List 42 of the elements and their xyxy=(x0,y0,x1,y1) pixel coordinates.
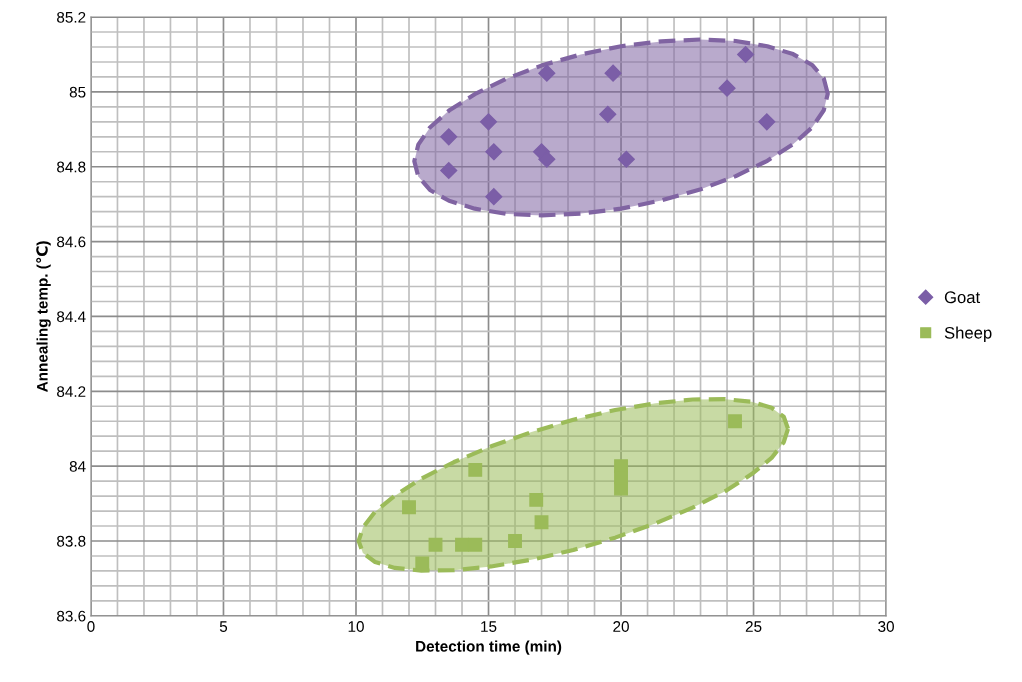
y-tick-label: 84.4 xyxy=(57,311,86,323)
point xyxy=(534,515,549,530)
point xyxy=(468,462,483,477)
point xyxy=(529,492,544,507)
legend-label: Goat xyxy=(944,291,981,304)
point xyxy=(737,45,755,64)
y-tick-label: 84 xyxy=(69,461,86,472)
y-tick-label: 83.8 xyxy=(57,535,86,547)
y-tick-label: 84.6 xyxy=(57,236,86,248)
legend-label: Sheep xyxy=(944,326,992,342)
point xyxy=(455,537,469,552)
y-tick-label: 84.2 xyxy=(57,386,86,397)
point xyxy=(718,79,736,97)
x-axis-title: Detection time (min) xyxy=(416,640,562,655)
point xyxy=(604,64,622,82)
point xyxy=(468,537,483,552)
x-tick-label: 5 xyxy=(219,621,228,632)
point xyxy=(485,188,503,206)
y-tick-label: 85.2 xyxy=(57,11,86,23)
y-axis-title: Annealing temp. (℃) xyxy=(36,241,51,392)
y-tick-label: 83.6 xyxy=(57,610,86,622)
point xyxy=(485,143,503,161)
point xyxy=(402,500,416,515)
point xyxy=(599,105,617,123)
y-tick-label: 84.8 xyxy=(57,161,86,173)
point xyxy=(538,64,556,82)
x-tick-label: 15 xyxy=(481,621,497,632)
y-tick-label: 85 xyxy=(69,86,86,98)
x-tick-label: 30 xyxy=(878,621,894,632)
x-tick-label: 10 xyxy=(348,621,364,632)
x-tick-label: 20 xyxy=(613,621,629,632)
point xyxy=(440,161,458,180)
point xyxy=(428,537,443,552)
point xyxy=(758,113,776,131)
point xyxy=(415,556,430,571)
point xyxy=(508,534,522,548)
x-tick-label: 25 xyxy=(745,621,762,632)
point xyxy=(440,128,458,146)
point xyxy=(617,150,635,168)
point xyxy=(728,414,742,429)
x-tick-label: 0 xyxy=(87,621,95,632)
point xyxy=(479,113,498,131)
